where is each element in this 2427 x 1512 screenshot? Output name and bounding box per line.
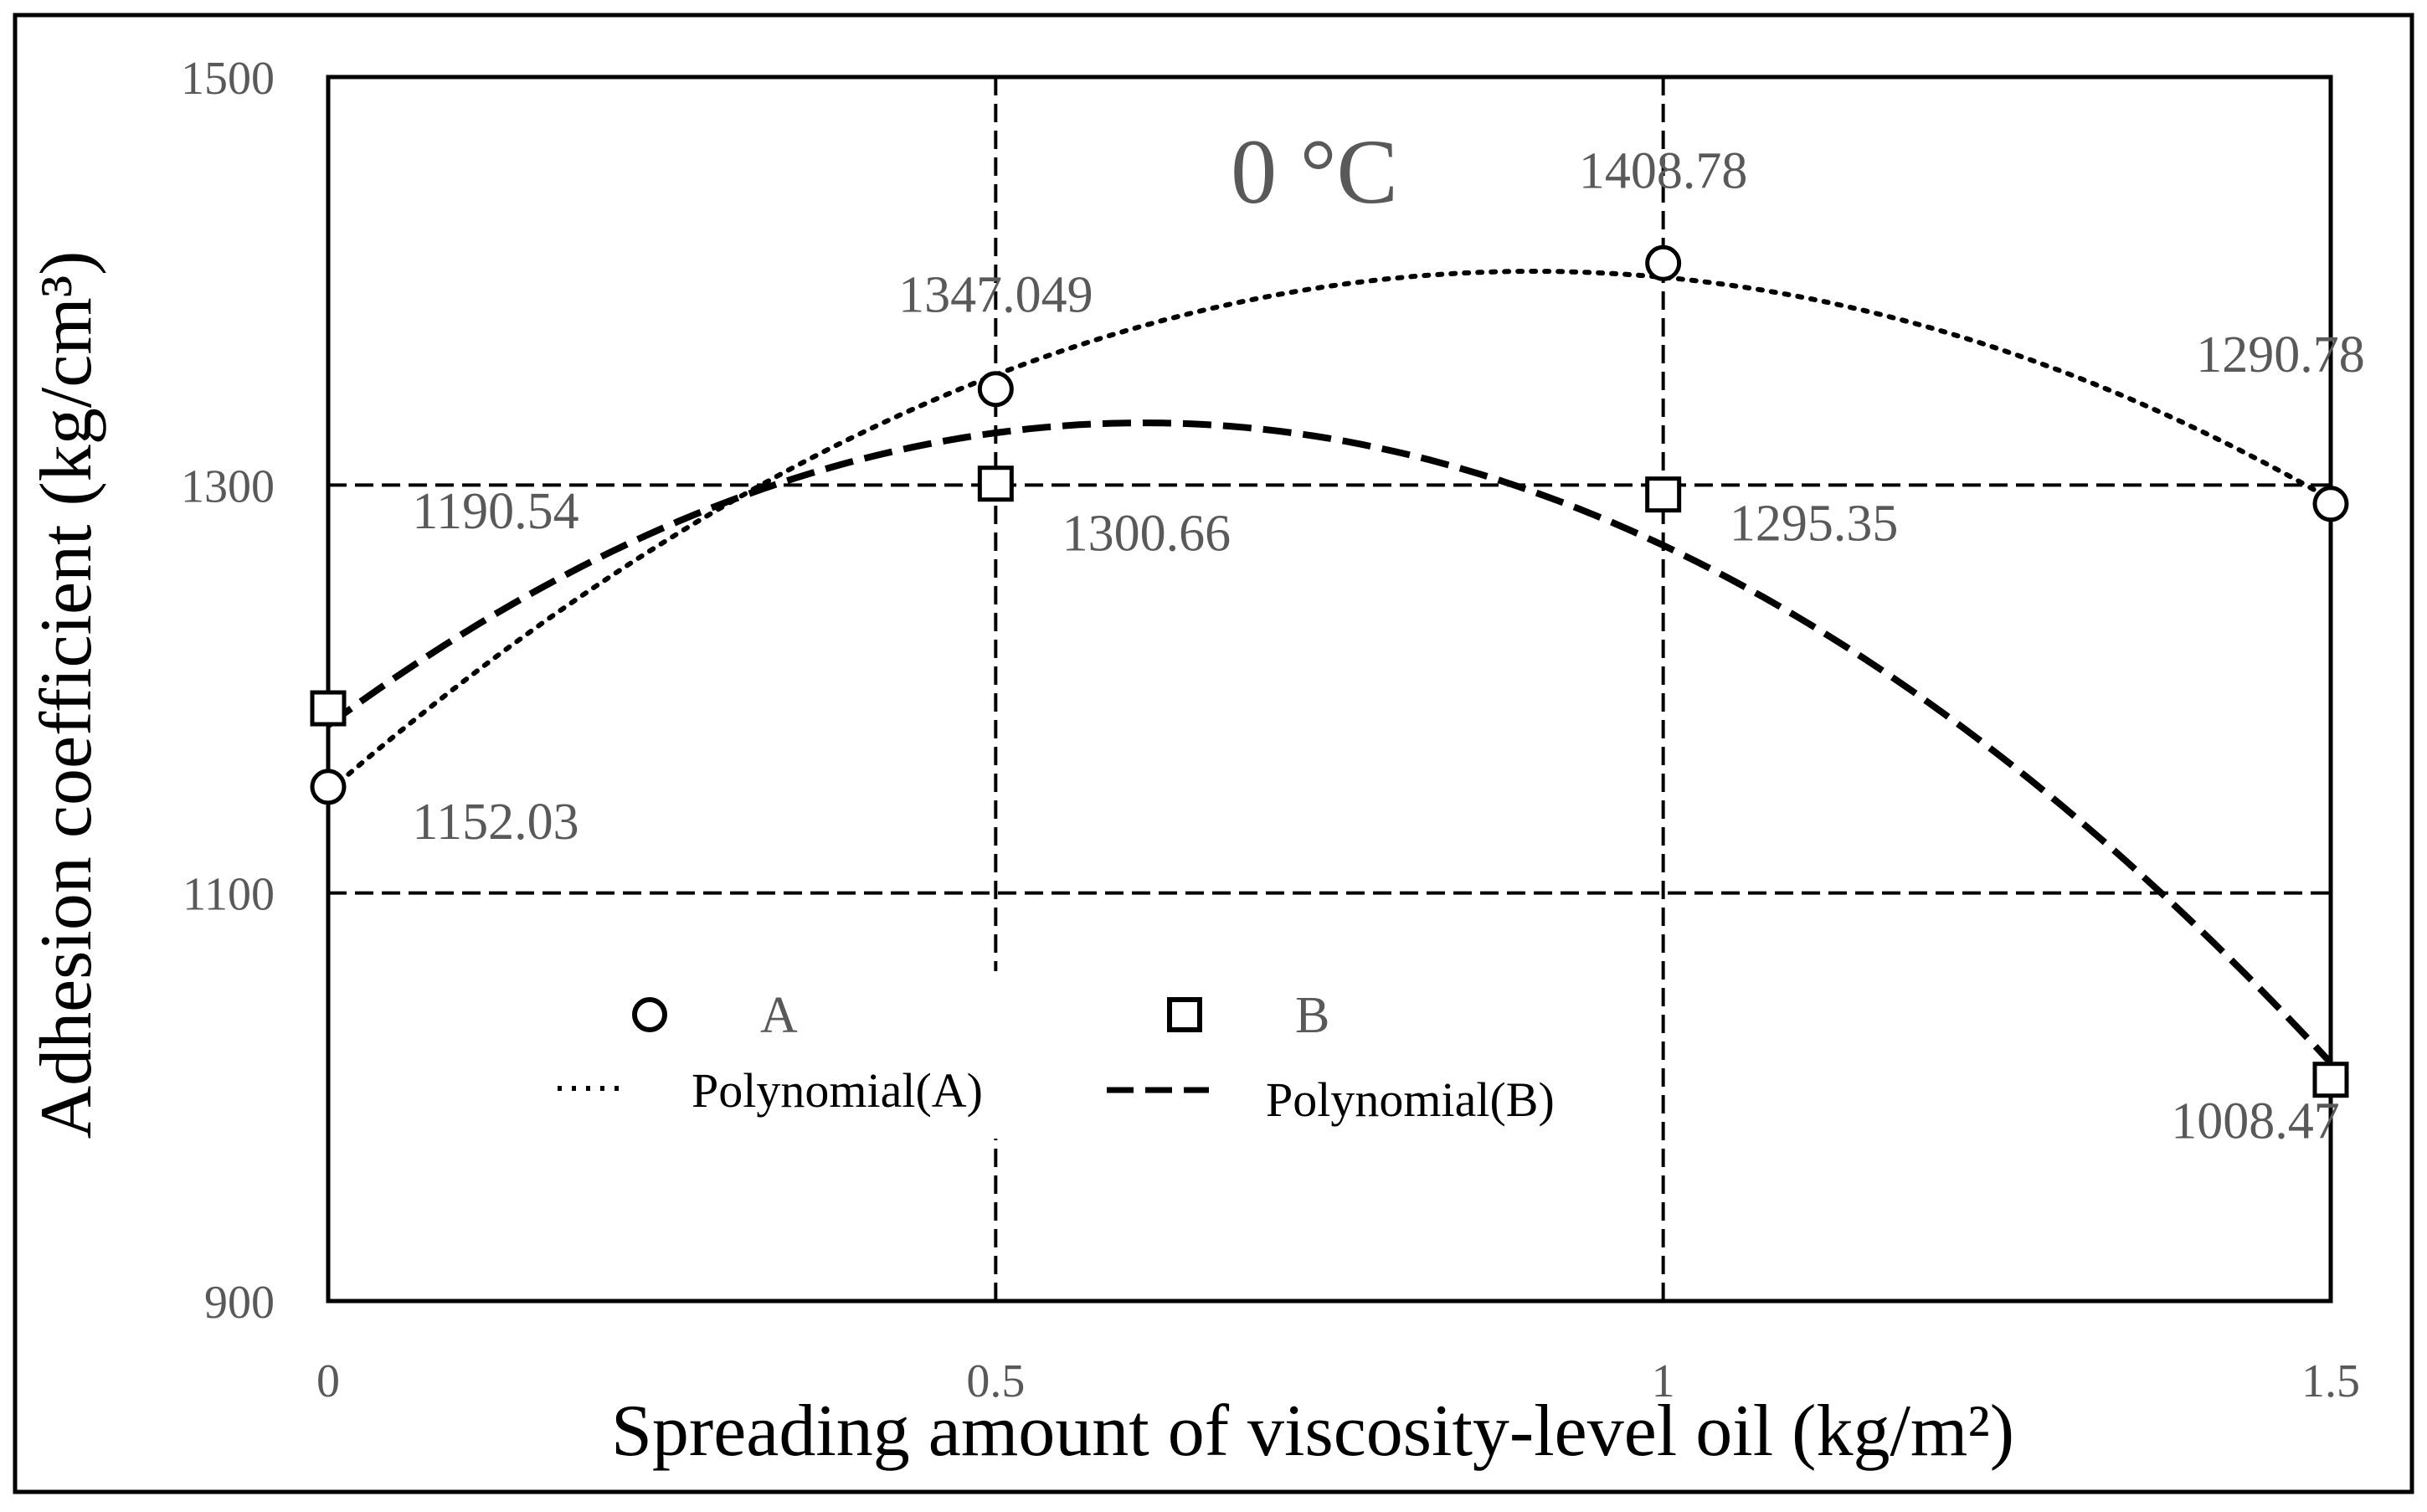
x-tick-label: 0 (316, 1355, 340, 1407)
tick-labels: 900 1100 1300 1500 0 0.5 1 1.5 (181, 53, 2360, 1407)
legend-background (527, 971, 1649, 1139)
x-axis-label: Spreading amount of viscosity-level oil … (611, 1391, 2014, 1472)
data-markers (310, 244, 2349, 1098)
y-tick-label: 1300 (181, 460, 275, 512)
x-tick-label: 0.5 (966, 1355, 1025, 1407)
figure-frame (13, 13, 2414, 1494)
point-a (1645, 244, 1682, 281)
chart-title: 0 °C (1231, 121, 1398, 223)
y-axis-label: Adhesion coefficient (kg/cm³) (26, 251, 107, 1139)
data-label-a: 1290.78 (2196, 327, 2365, 383)
y-tick-label: 1100 (183, 869, 275, 921)
x-tick-label: 1 (1652, 1355, 1675, 1407)
data-label-b: 1300.66 (1062, 506, 1231, 563)
data-label-a: 1347.049 (898, 267, 1093, 324)
data-label-b: 1190.54 (412, 483, 578, 540)
trendlines (326, 268, 2333, 1066)
legend-label-polynomial-b: Polynomial(B) (1266, 1072, 1555, 1127)
trendline-b (326, 419, 2333, 1066)
data-label-b: 1295.35 (1730, 496, 1899, 553)
legend-marker-a (632, 997, 667, 1032)
trendline-a (326, 268, 2333, 795)
point-a (2312, 486, 2349, 522)
data-label-b: 1008.47 (2171, 1093, 2340, 1150)
legend-label-polynomial-a: Polynomial(A) (692, 1063, 983, 1118)
point-b (977, 465, 1014, 502)
legend-label-a: A (760, 987, 798, 1044)
x-tick-label: 1.5 (2301, 1355, 2360, 1407)
point-b (1645, 476, 1682, 513)
point-b (2312, 1062, 2349, 1098)
point-a (977, 371, 1014, 408)
data-label-a: 1152.03 (412, 794, 578, 851)
data-label-a: 1408.78 (1579, 142, 1748, 199)
point-a (310, 769, 347, 805)
plot-area (326, 75, 2333, 1304)
y-tick-label: 900 (204, 1277, 275, 1329)
legend-label-b: B (1295, 987, 1329, 1044)
data-labels: 1152.03 1347.049 1408.78 1290.78 1190.54 1300… (412, 142, 2364, 1149)
legend: A B Polynomial(A) Polynomial(B) (527, 971, 1649, 1139)
point-b (310, 690, 347, 727)
legend-marker-b (1167, 997, 1202, 1032)
y-tick-label: 1500 (181, 53, 275, 105)
